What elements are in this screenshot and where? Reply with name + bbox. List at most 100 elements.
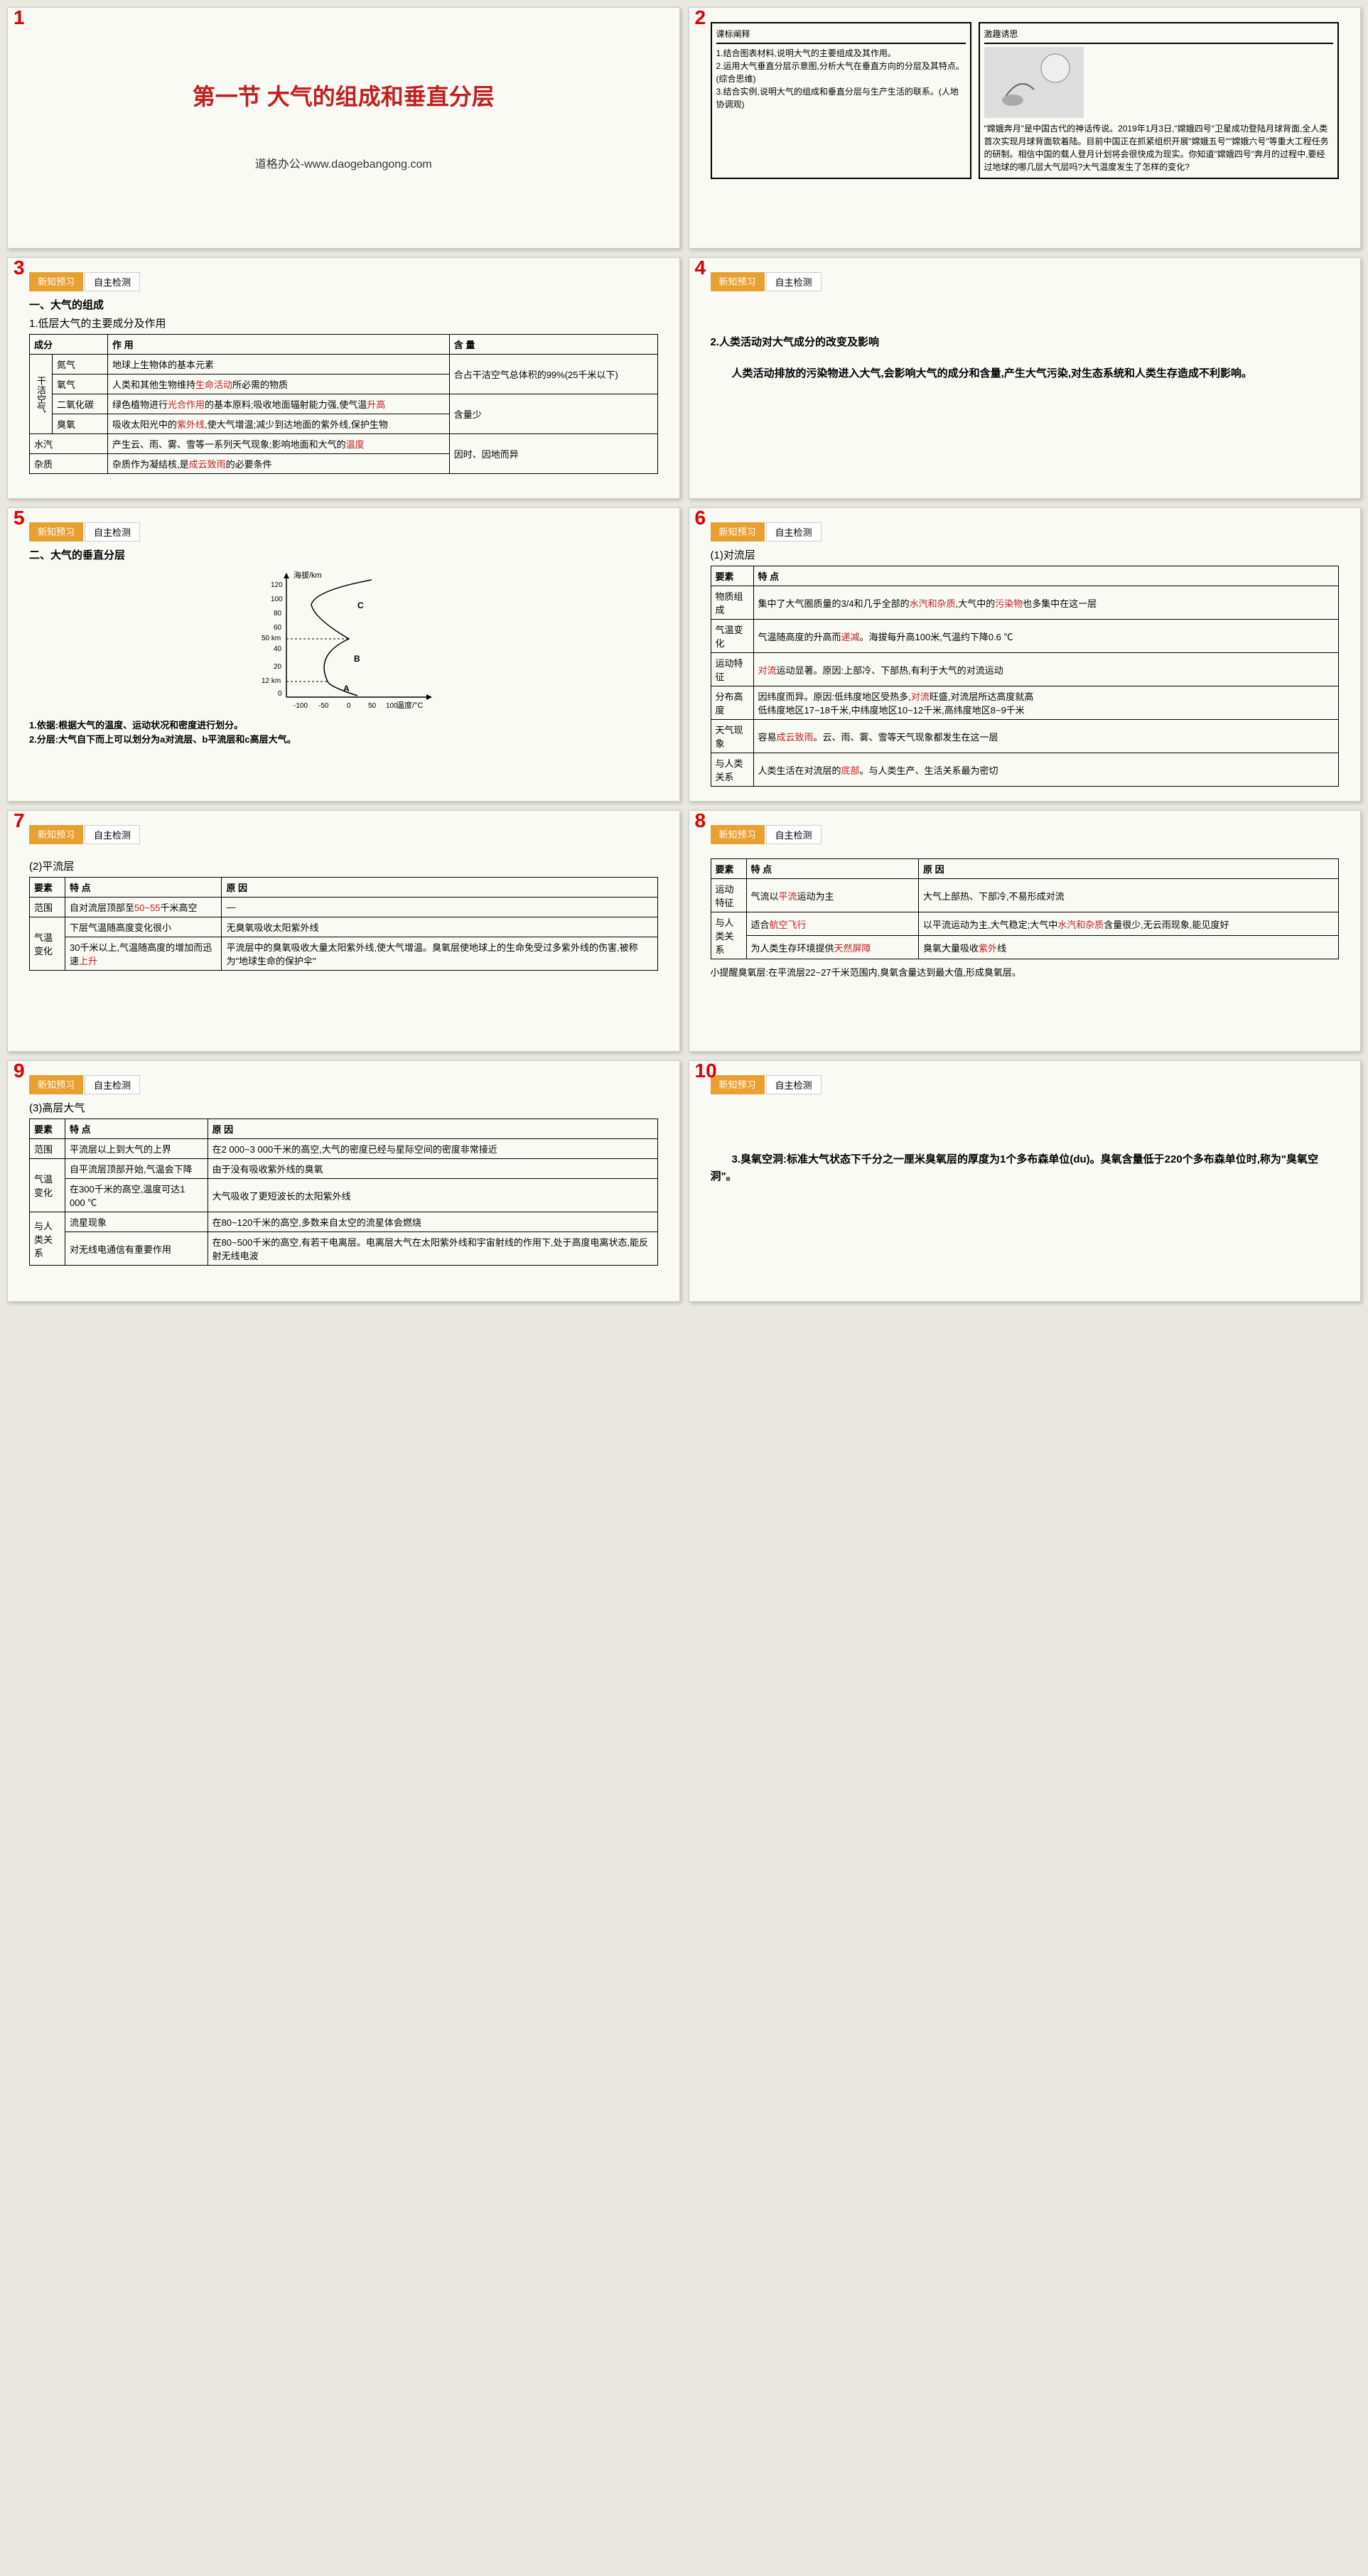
cell: 运动特征 [711,879,746,912]
cell: 分布高度 [711,686,753,720]
heading: 2.人类活动对大气成分的改变及影响 [711,334,1340,351]
slide-number: 5 [14,507,25,529]
upper-atmosphere-table: 要素 特 点 原 因 范围 平流层以上到大气的上界 在2 000~3 000千米… [29,1119,658,1266]
cell: 下层气温随高度变化很小 [65,917,222,937]
svg-text:100: 100 [271,596,283,603]
tabs: 新知预习 自主检测 [29,522,658,541]
cell: 杂质 [30,454,108,474]
cell: 自对流层顶部至50~55千米高空 [65,898,222,917]
cell: 自平流层顶部开始,气温会下降 [65,1159,208,1179]
svg-text:80: 80 [274,610,282,618]
cell: 水汽 [30,434,108,454]
tab-preview[interactable]: 新知预习 [711,825,765,844]
cell: 杂质作为凝结核,是成云致雨的必要条件 [107,454,449,474]
cell: 与人类关系 [711,753,753,787]
stratosphere-table: 要素 特 点 原 因 范围 自对流层顶部至50~55千米高空 — 气温变化 下层… [29,877,658,971]
th-content: 含 量 [449,335,657,355]
svg-text:100: 100 [386,702,398,710]
th: 原 因 [222,878,657,898]
tab-selftest[interactable]: 自主检测 [766,272,822,291]
cell: 吸收太阳光中的紫外线,使大气增温;减少到达地面的紫外线,保护生物 [107,414,449,434]
svg-text:40: 40 [274,645,282,653]
tip-text: 小提醒臭氧层:在平流层22~27千米范围内,臭氧含量达到最大值,形成臭氧层。 [711,965,1340,979]
tab-selftest[interactable]: 自主检测 [85,825,140,844]
slide-number: 4 [695,257,706,279]
col1-header: 课标阐释 [716,28,966,44]
slide-number: 1 [14,6,25,29]
heading: (1)对流层 [711,547,1340,562]
heading-1: 一、大气的组成 [29,297,658,312]
tab-preview[interactable]: 新知预习 [29,522,83,541]
cell: 运动特征 [711,653,753,686]
cell: 范围 [30,898,65,917]
cell: 人类和其他生物维持生命活动所必需的物质 [107,374,449,394]
tab-preview[interactable]: 新知预习 [29,1075,83,1094]
cell: 物质组成 [711,586,753,620]
th: 要素 [30,878,65,898]
cell: 氧气 [53,374,108,394]
left-column: 课标阐释 1.结合图表材料,说明大气的主要组成及其作用。 2.运用大气垂直分层示… [711,22,971,179]
tab-selftest[interactable]: 自主检测 [766,522,822,541]
svg-text:A: A [343,684,350,694]
slide-9: 9 新知预习 自主检测 (3)高层大气 要素 特 点 原 因 范围 平流层以上到… [7,1060,680,1302]
tab-selftest[interactable]: 自主检测 [766,825,822,844]
th: 特 点 [753,566,1339,586]
slide-number: 3 [14,257,25,279]
tab-selftest[interactable]: 自主检测 [766,1075,822,1094]
cell: 气温随高度的升高而递减。海拔每升高100米,气温约下降0.6 ℃ [753,620,1339,653]
cell: 集中了大气圈质量的3/4和几乎全部的水汽和杂质,大气中的污染物也多集中在这一层 [753,586,1339,620]
tab-preview[interactable]: 新知预习 [711,1075,765,1094]
slide-3: 3 新知预习 自主检测 一、大气的组成 1.低层大气的主要成分及作用 成分 作 … [7,257,680,499]
heading: (2)平流层 [29,858,658,873]
slide-number: 7 [14,809,25,832]
cell: 臭氧大量吸收紫外线 [919,936,1339,959]
heading: 二、大气的垂直分层 [29,547,658,562]
tabs: 新知预习 自主检测 [29,825,658,844]
svg-text:0: 0 [347,702,351,710]
cell: 范围 [30,1139,65,1159]
cell: 在80~120千米的高空,多数来自太空的流星体会燃烧 [208,1212,657,1232]
th: 特 点 [65,1119,208,1139]
cell: 气温变化 [711,620,753,653]
change-moon-image [984,47,1084,118]
slide-number: 8 [695,809,706,832]
svg-text:-50: -50 [318,702,329,710]
slides-grid: 1 第一节 大气的组成和垂直分层 道格办公-www.daogebangong.c… [7,7,1361,1302]
cell: 平流层以上到大气的上界 [65,1139,208,1159]
cell: 大气吸收了更短波长的太阳紫外线 [208,1179,657,1212]
svg-text:-100: -100 [293,702,308,710]
tab-preview[interactable]: 新知预习 [29,825,83,844]
tab-selftest[interactable]: 自主检测 [85,522,140,541]
slide-8: 8 新知预习 自主检测 要素 特 点 原 因 运动特征 气流以平流运动为主 大气… [689,810,1362,1052]
two-column-box: 课标阐释 1.结合图表材料,说明大气的主要组成及其作用。 2.运用大气垂直分层示… [711,22,1340,179]
cell: 以平流运动为主,大气稳定;大气中水汽和杂质含量很少,无云雨现象,能见度好 [919,912,1339,936]
cell: 氮气 [53,355,108,374]
tab-preview[interactable]: 新知预习 [711,522,765,541]
cell: 无臭氧吸收太阳紫外线 [222,917,657,937]
cell: 对无线电通信有重要作用 [65,1232,208,1266]
th: 原 因 [919,859,1339,879]
tab-preview[interactable]: 新知预习 [711,272,765,291]
cell: 对流运动显著。原因:上部冷、下部热,有利于大气的对流运动 [753,653,1339,686]
slide-number: 10 [695,1060,717,1082]
troposphere-table: 要素 特 点 物质组成集中了大气圈质量的3/4和几乎全部的水汽和杂质,大气中的污… [711,566,1340,787]
col2-text: "嫦娥奔月"是中国古代的神话传说。2019年1月3日,"嫦娥四号"卫星成功登陆月… [984,122,1333,173]
th-component: 成分 [30,335,108,355]
slide-6: 6 新知预习 自主检测 (1)对流层 要素 特 点 物质组成集中了大气圈质量的3… [689,507,1362,802]
x-label: 温度/°C [397,700,423,710]
slide-10: 10 新知预习 自主检测 3.臭氧空洞:标准大气状态下千分之一厘米臭氧层的厚度为… [689,1060,1362,1302]
atmosphere-chart: 海拔/km 温度/°C 120 100 80 60 50 km 40 20 12… [244,569,443,711]
cell: 在300千米的高空,温度可达1 000 ℃ [65,1179,208,1212]
tab-selftest[interactable]: 自主检测 [85,1075,140,1094]
cell: — [222,898,657,917]
cell: 由于没有吸收紫外线的臭氧 [208,1159,657,1179]
tab-preview[interactable]: 新知预习 [29,272,83,291]
svg-text:20: 20 [274,663,282,671]
cell: 绿色植物进行光合作用的基本原料;吸收地面辐射能力强,使气温升高 [107,394,449,414]
col2-header: 激趣诱思 [984,28,1333,44]
heading-2: 1.低层大气的主要成分及作用 [29,316,658,330]
tab-selftest[interactable]: 自主检测 [85,272,140,291]
cell: 地球上生物体的基本元素 [107,355,449,374]
svg-text:0: 0 [278,690,282,698]
p1: 1.依据:根据大气的温度、运动状况和密度进行划分。 [29,718,658,733]
